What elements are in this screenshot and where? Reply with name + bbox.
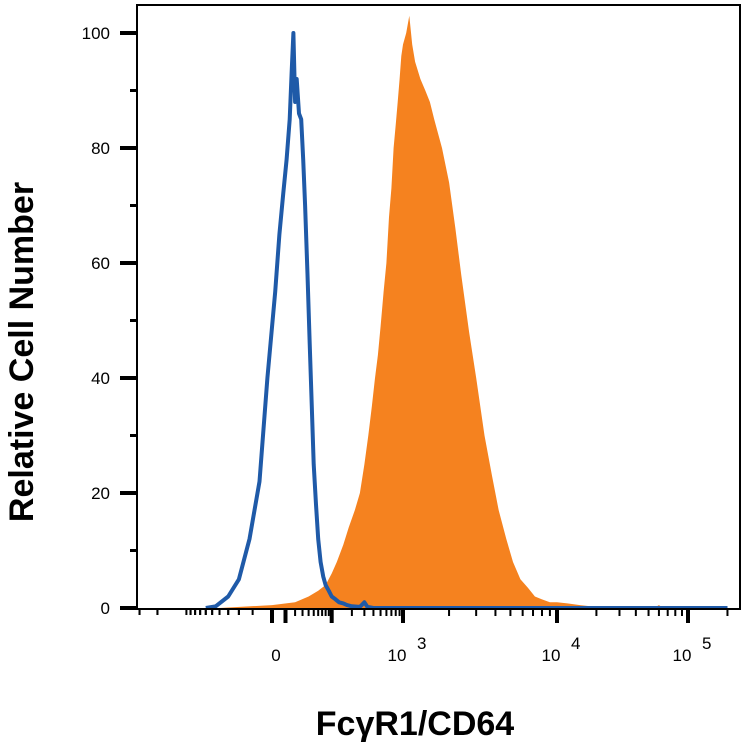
y-axis-title: Relative Cell Number [3, 182, 41, 522]
x-tick-label: 10 [673, 646, 692, 665]
plot-border [136, 4, 741, 610]
y-tick-label: 20 [91, 484, 110, 503]
y-tick-label: 60 [91, 254, 110, 273]
x-tick-label: 10 [542, 646, 561, 665]
x-axis-title: FcγR1/CD64 [316, 705, 515, 743]
y-tick-label: 0 [101, 599, 110, 618]
x-tick-label: 0 [271, 646, 280, 665]
y-tick-label: 40 [91, 369, 110, 388]
y-tick-label: 100 [82, 24, 110, 43]
y-axis: 0 20 40 60 80 100 [82, 24, 137, 618]
plot-frame [136, 4, 741, 610]
x-tick-label: 10 [388, 646, 407, 665]
x-tick-exponent: 5 [702, 634, 711, 653]
series-area-stained [219, 15, 728, 609]
plot-area [205, 15, 728, 610]
x-tick-exponent: 4 [571, 634, 580, 653]
series-line-control [205, 31, 728, 610]
y-tick-label: 80 [91, 139, 110, 158]
x-tick-exponent: 3 [417, 634, 426, 653]
x-axis: 0 10 3 10 4 10 5 [138, 609, 729, 665]
